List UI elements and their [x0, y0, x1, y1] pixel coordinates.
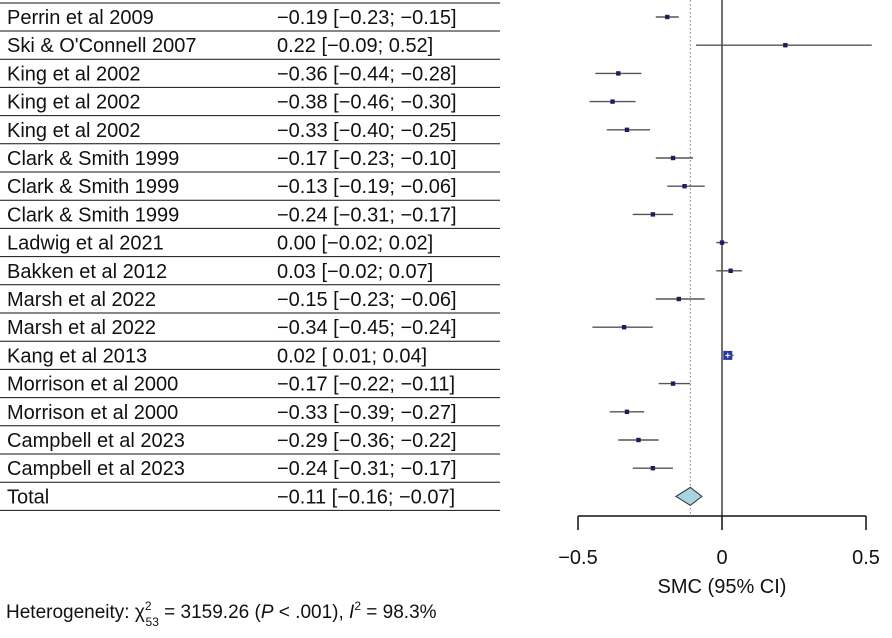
study-label: Marsh et al 2022 — [7, 289, 156, 311]
x-axis: SMC (95% CI) −0.5 0 0.5 — [558, 515, 880, 598]
study-point — [616, 71, 621, 76]
i-squared-superscript: 2 — [354, 599, 361, 613]
p-symbol: P — [261, 602, 274, 623]
study-label: Marsh et al 2022 — [7, 317, 156, 339]
total-ci-text: −0.11 [−0.16; −0.07] — [277, 486, 455, 508]
study-label: Morrison et al 2000 — [7, 402, 178, 424]
plot-area — [589, 0, 872, 516]
study-row: Campbell et al 2023 −0.29 [−0.36; −0.22] — [0, 430, 500, 455]
study-point — [676, 296, 681, 302]
study-table: Perrin et al 2009 −0.19 [−0.23; −0.15] Ski… — [0, 2, 500, 511]
study-label: Campbell et al 2023 — [7, 430, 185, 452]
x-tick-label: 0.5 — [852, 547, 880, 569]
p-value-text: < .001), — [274, 602, 350, 623]
study-point — [624, 127, 630, 132]
study-label: Clark & Smith 1999 — [7, 148, 179, 170]
heterogeneity-note: Heterogeneity: χ2 53 = 3159.26 (P < .001)… — [6, 599, 437, 629]
study-label: Perrin et al 2009 — [7, 7, 154, 29]
study-point — [682, 184, 687, 189]
study-point — [610, 99, 615, 104]
study-label: Kang et al 2013 — [7, 345, 147, 367]
study-ci-text: −0.38 [−0.46; −0.30] — [277, 92, 457, 114]
study-row: Kang et al 2013 0.02 [ 0.01; 0.04] — [0, 345, 500, 370]
study-label: King et al 2002 — [7, 63, 140, 85]
study-point — [719, 240, 725, 245]
study-row: Ski & O'Connell 2007 0.22 [−0.09; 0.52] — [0, 35, 500, 60]
study-label: Bakken et al 2012 — [7, 261, 167, 283]
study-label: King et al 2002 — [7, 120, 140, 142]
x-axis-title: SMC (95% CI) — [658, 576, 787, 598]
study-ci-text: 0.03 [−0.02; 0.07] — [277, 261, 433, 283]
study-ci-text: −0.13 [−0.19; −0.06] — [277, 176, 457, 198]
x-tick-label: −0.5 — [558, 547, 597, 569]
study-row: Clark & Smith 1999 −0.13 [−0.19; −0.06] — [0, 176, 500, 201]
study-ci-text: −0.33 [−0.40; −0.25] — [277, 120, 457, 142]
study-ci-text: −0.29 [−0.36; −0.22] — [277, 430, 457, 452]
study-label: Ladwig et al 2021 — [7, 233, 164, 255]
study-row: Campbell et al 2023 −0.24 [−0.31; −0.17] — [0, 458, 500, 483]
study-row: Marsh et al 2022 −0.15 [−0.23; −0.06] — [0, 289, 500, 314]
study-ci-text: −0.36 [−0.44; −0.28] — [277, 63, 457, 85]
study-row: Morrison et al 2000 −0.33 [−0.39; −0.27] — [0, 402, 500, 427]
study-ci-text: 0.02 [ 0.01; 0.04] — [277, 345, 427, 367]
study-row: Bakken et al 2012 0.03 [−0.02; 0.07] — [0, 261, 500, 286]
study-row: King et al 2002 −0.38 [−0.46; −0.30] — [0, 92, 500, 117]
study-point — [650, 212, 656, 217]
summary-diamond — [674, 486, 703, 507]
x-tick-label: 0 — [716, 547, 727, 569]
study-point — [670, 155, 676, 161]
study-ci-text: 0.00 [−0.02; 0.02] — [277, 233, 433, 255]
study-point — [665, 14, 670, 20]
heterogeneity-statistic: = 3159.26 ( — [159, 602, 262, 623]
chi-square-subscript: 53 — [146, 615, 160, 629]
study-ci-text: −0.19 [−0.23; −0.15] — [277, 7, 457, 29]
study-row: Perrin et al 2009 −0.19 [−0.23; −0.15] — [0, 7, 500, 32]
study-row: King et al 2002 −0.36 [−0.44; −0.28] — [0, 63, 500, 88]
chi-square-superscript: 2 — [145, 599, 152, 613]
study-point — [621, 325, 627, 330]
study-ci-text: −0.34 [−0.45; −0.24] — [277, 317, 457, 339]
study-ci-text: 0.22 [−0.09; 0.52] — [277, 35, 433, 57]
study-point — [624, 409, 630, 414]
study-row: Marsh et al 2022 −0.34 [−0.45; −0.24] — [0, 317, 500, 342]
study-point — [783, 43, 788, 48]
study-row: Morrison et al 2000 −0.17 [−0.22; −0.11] — [0, 374, 500, 399]
study-label: Clark & Smith 1999 — [7, 176, 179, 198]
study-point — [650, 466, 656, 471]
study-point — [636, 437, 641, 443]
study-label: Campbell et al 2023 — [7, 458, 185, 480]
study-row: Ladwig et al 2021 0.00 [−0.02; 0.02] — [0, 233, 500, 258]
study-row: Clark & Smith 1999 −0.17 [−0.23; −0.10] — [0, 148, 500, 173]
study-ci-text: −0.24 [−0.31; −0.17] — [277, 204, 457, 226]
study-point — [728, 268, 733, 273]
total-label: Total — [7, 486, 49, 508]
i-squared-symbol: I — [349, 602, 355, 623]
i-squared-value: = 98.3% — [361, 602, 437, 623]
study-ci-text: −0.33 [−0.39; −0.27] — [277, 402, 457, 424]
study-ci-text: −0.15 [−0.23; −0.06] — [277, 289, 457, 311]
study-ci-text: −0.24 [−0.31; −0.17] — [277, 458, 457, 480]
study-label: Ski & O'Connell 2007 — [7, 35, 196, 57]
study-point — [670, 381, 676, 386]
study-row: King et al 2002 −0.33 [−0.40; −0.25] — [0, 120, 500, 145]
study-label: Clark & Smith 1999 — [7, 204, 179, 226]
study-ci-text: −0.17 [−0.22; −0.11] — [277, 374, 455, 396]
study-ci-text: −0.17 [−0.23; −0.10] — [277, 148, 457, 170]
study-row: Clark & Smith 1999 −0.24 [−0.31; −0.17] — [0, 204, 500, 229]
study-label: King et al 2002 — [7, 92, 140, 114]
study-label: Morrison et al 2000 — [7, 374, 178, 396]
heterogeneity-prefix: Heterogeneity: χ — [6, 602, 145, 623]
